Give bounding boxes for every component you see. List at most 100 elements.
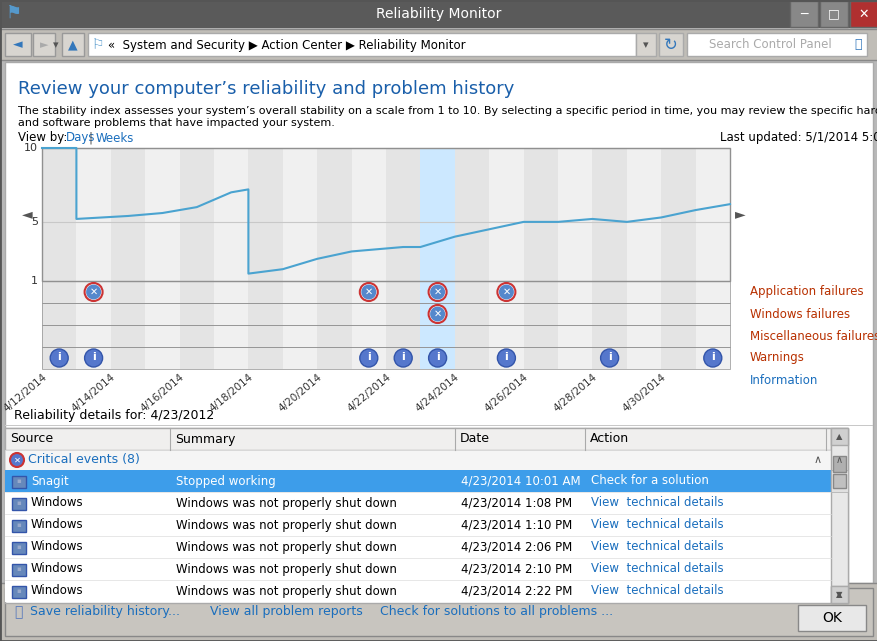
Text: ✕: ✕	[433, 309, 441, 319]
Text: View  technical details: View technical details	[590, 519, 723, 531]
Bar	[317, 303, 351, 325]
Circle shape	[428, 283, 446, 301]
Text: Windows was not properly shut down: Windows was not properly shut down	[175, 585, 396, 597]
Bar	[12, 586, 26, 598]
Circle shape	[10, 453, 24, 467]
Text: Summary: Summary	[175, 433, 235, 445]
Circle shape	[428, 349, 446, 367]
Bar	[76, 148, 111, 281]
Bar	[145, 325, 180, 347]
Bar	[420, 347, 454, 369]
Bar	[686, 33, 866, 56]
Bar	[789, 1, 817, 27]
Bar	[180, 303, 214, 325]
Bar	[626, 148, 660, 281]
Text: Windows: Windows	[31, 519, 83, 531]
Text: Windows was not properly shut down: Windows was not properly shut down	[175, 563, 396, 576]
Bar	[420, 325, 454, 347]
Bar	[180, 347, 214, 369]
Bar	[830, 428, 847, 603]
Bar	[523, 281, 558, 303]
Text: ✕: ✕	[13, 456, 20, 465]
Bar	[488, 325, 523, 347]
Text: i: i	[57, 353, 61, 363]
Bar	[454, 148, 488, 281]
Text: 4/28/2014: 4/28/2014	[551, 372, 598, 414]
Circle shape	[497, 283, 515, 301]
Bar	[695, 325, 729, 347]
Text: and software problems that have impacted your system.: and software problems that have impacted…	[18, 118, 334, 128]
Bar	[5, 428, 830, 450]
Text: 4/18/2014: 4/18/2014	[207, 372, 254, 414]
Bar	[830, 586, 847, 603]
Circle shape	[497, 349, 515, 367]
Circle shape	[361, 285, 376, 299]
Text: ▾: ▾	[53, 40, 59, 50]
Bar	[88, 33, 635, 56]
Text: ▪: ▪	[17, 566, 21, 572]
Bar	[12, 520, 26, 532]
Text: ◄: ◄	[13, 38, 23, 51]
Bar	[317, 148, 351, 281]
Bar	[592, 281, 626, 303]
Bar	[558, 281, 592, 303]
Circle shape	[498, 285, 513, 299]
Text: Search Control Panel: Search Control Panel	[708, 38, 831, 51]
Bar	[111, 303, 145, 325]
Bar	[111, 347, 145, 369]
Text: Days: Days	[66, 131, 96, 144]
Bar	[386, 148, 420, 281]
Text: Information: Information	[749, 374, 817, 387]
Text: 4/23/2014 1:08 PM: 4/23/2014 1:08 PM	[460, 497, 572, 510]
Bar	[12, 476, 26, 488]
Bar	[351, 325, 386, 347]
Circle shape	[86, 285, 101, 299]
Bar	[660, 303, 695, 325]
Text: 🔍: 🔍	[853, 38, 860, 51]
Text: i: i	[91, 353, 96, 363]
Bar	[351, 148, 386, 281]
Bar	[214, 148, 248, 281]
Bar	[145, 148, 180, 281]
Text: 4/23/2014 10:01 AM: 4/23/2014 10:01 AM	[460, 474, 580, 488]
Bar	[0, 29, 877, 60]
Bar	[180, 325, 214, 347]
Bar	[42, 148, 76, 281]
Bar	[5, 492, 830, 514]
Text: ⚐: ⚐	[91, 38, 104, 52]
Bar	[12, 564, 26, 576]
Bar	[626, 347, 660, 369]
Bar	[488, 347, 523, 369]
Text: ▾: ▾	[643, 40, 648, 50]
Bar	[76, 281, 111, 303]
Text: □: □	[827, 8, 839, 21]
Bar	[830, 470, 847, 492]
Text: ◄: ◄	[22, 208, 32, 222]
Text: ▪: ▪	[17, 588, 21, 594]
Bar	[5, 470, 830, 492]
Bar	[386, 347, 420, 369]
Text: 4/26/2014: 4/26/2014	[482, 372, 530, 414]
Text: Stopped working: Stopped working	[175, 474, 275, 488]
Bar	[12, 498, 26, 510]
Bar	[5, 425, 872, 426]
Text: 4/23/2014 1:10 PM: 4/23/2014 1:10 PM	[460, 519, 572, 531]
Bar	[317, 281, 351, 303]
Text: 4/24/2014: 4/24/2014	[414, 372, 460, 414]
Bar	[797, 605, 865, 631]
Text: Windows: Windows	[31, 540, 83, 553]
Bar	[695, 303, 729, 325]
Text: Application failures: Application failures	[749, 285, 863, 299]
Text: ✕: ✕	[433, 287, 441, 297]
Text: 4/20/2014: 4/20/2014	[276, 372, 324, 414]
Bar	[626, 281, 660, 303]
Text: ►: ►	[734, 208, 745, 222]
Circle shape	[428, 305, 446, 323]
Bar	[660, 325, 695, 347]
Text: ✕: ✕	[858, 8, 868, 21]
Bar	[5, 514, 830, 536]
Text: Reliability details for: 4/23/2012: Reliability details for: 4/23/2012	[14, 408, 214, 422]
Bar	[592, 347, 626, 369]
Bar	[214, 303, 248, 325]
Bar	[145, 347, 180, 369]
